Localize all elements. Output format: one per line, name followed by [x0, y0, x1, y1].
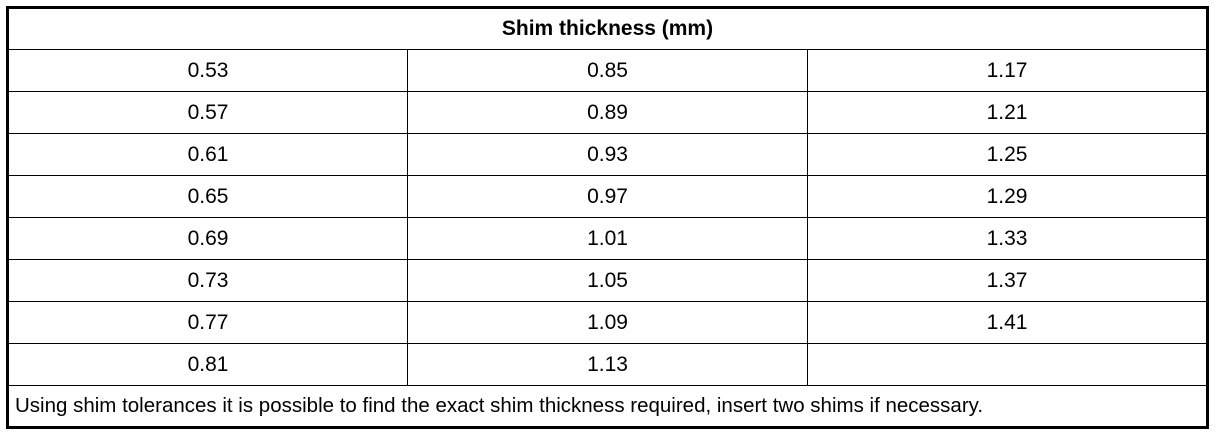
table-cell: 1.25: [807, 133, 1208, 176]
table-cell: 0.93: [407, 133, 808, 176]
table-cell: 1.05: [407, 259, 808, 302]
table-cell: 1.37: [807, 259, 1208, 302]
table-cell: 1.01: [407, 217, 808, 260]
table-cell: 1.09: [407, 301, 808, 344]
empty-cell: [807, 343, 1208, 386]
table-cell: 0.77: [7, 301, 408, 344]
table-cell: 0.57: [7, 91, 408, 134]
table-cell: 1.21: [807, 91, 1208, 134]
table-title: Shim thickness (mm): [7, 7, 1208, 50]
table-row: 0.61 0.93 1.25: [7, 133, 1208, 176]
table-row: 0.65 0.97 1.29: [7, 175, 1208, 218]
table-row: 0.73 1.05 1.37: [7, 259, 1208, 302]
table-cell: 1.33: [807, 217, 1208, 260]
table-cell: 0.97: [407, 175, 808, 218]
table-cell: 1.17: [807, 49, 1208, 92]
table-cell: 0.65: [7, 175, 408, 218]
table-cell: 0.81: [7, 343, 408, 386]
table-cell: 0.53: [7, 49, 408, 92]
table-cell: 0.69: [7, 217, 408, 260]
header-row: Shim thickness (mm): [7, 7, 1208, 50]
note-row: Using shim tolerances it is possible to …: [7, 385, 1208, 428]
table-note: Using shim tolerances it is possible to …: [7, 385, 1208, 428]
table-row: 0.57 0.89 1.21: [7, 91, 1208, 134]
table-cell: 0.89: [407, 91, 808, 134]
shim-table: Shim thickness (mm) 0.53 0.85 1.17 0.57 0.89…: [6, 6, 1209, 429]
table-cell: 0.73: [7, 259, 408, 302]
table-cell: 1.41: [807, 301, 1208, 344]
table-row: 0.53 0.85 1.17: [7, 49, 1208, 92]
table-cell: 0.85: [407, 49, 808, 92]
table-row: 0.69 1.01 1.33: [7, 217, 1208, 260]
table-cell: 1.13: [407, 343, 808, 386]
table-row: 0.81 1.13: [7, 343, 1208, 386]
table-row: 0.77 1.09 1.41: [7, 301, 1208, 344]
table-cell: 1.29: [807, 175, 1208, 218]
table-cell: 0.61: [7, 133, 408, 176]
